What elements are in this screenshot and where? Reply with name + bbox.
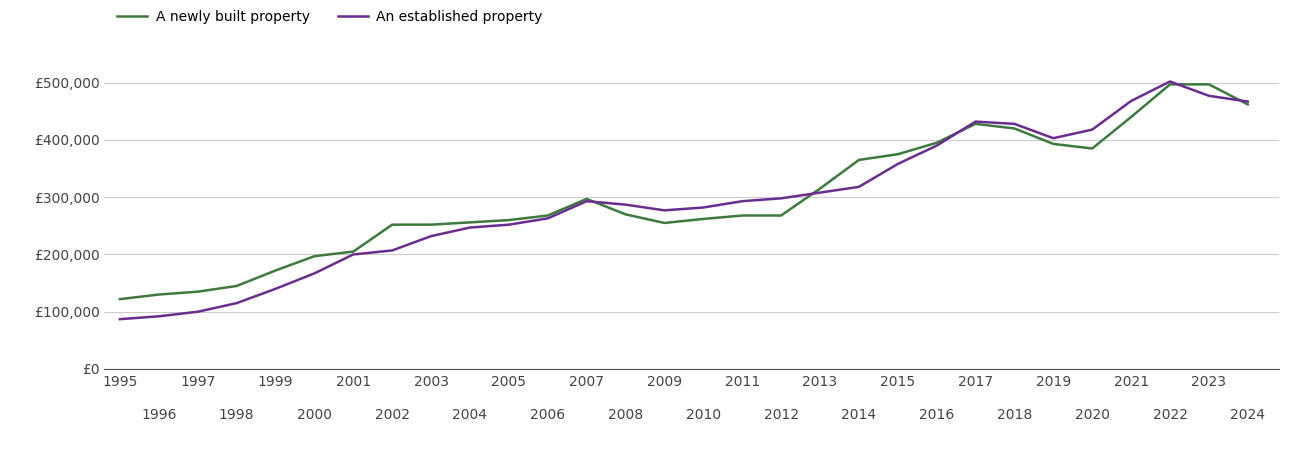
Text: 1996: 1996 bbox=[141, 408, 176, 422]
An established property bbox=[228, 301, 244, 306]
An established property bbox=[151, 314, 167, 319]
A newly built property bbox=[890, 152, 906, 157]
An established property bbox=[1124, 98, 1139, 104]
A newly built property bbox=[735, 213, 750, 218]
A newly built property bbox=[696, 216, 711, 222]
An established property bbox=[268, 286, 283, 292]
A newly built property bbox=[617, 212, 633, 217]
A newly built property bbox=[268, 268, 283, 273]
Text: 2016: 2016 bbox=[919, 408, 954, 422]
A newly built property bbox=[307, 253, 322, 259]
An established property bbox=[774, 196, 790, 201]
An established property bbox=[423, 234, 438, 239]
An established property bbox=[1045, 135, 1061, 141]
A newly built property bbox=[1124, 114, 1139, 120]
A newly built property bbox=[501, 217, 517, 223]
An established property bbox=[540, 216, 556, 221]
A newly built property bbox=[423, 222, 438, 227]
A newly built property bbox=[1201, 81, 1216, 87]
An established property bbox=[346, 252, 361, 257]
A newly built property bbox=[812, 186, 827, 191]
An established property bbox=[1163, 79, 1178, 84]
A newly built property bbox=[462, 220, 478, 225]
A newly built property bbox=[346, 249, 361, 254]
A newly built property bbox=[112, 297, 128, 302]
A newly built property bbox=[1045, 141, 1061, 147]
An established property bbox=[1201, 93, 1216, 99]
Text: 2020: 2020 bbox=[1075, 408, 1109, 422]
A newly built property bbox=[1006, 126, 1022, 131]
Text: 2024: 2024 bbox=[1231, 408, 1266, 422]
Text: 2002: 2002 bbox=[375, 408, 410, 422]
A newly built property bbox=[774, 213, 790, 218]
Text: 1998: 1998 bbox=[219, 408, 254, 422]
A newly built property bbox=[1163, 81, 1178, 87]
A newly built property bbox=[191, 289, 206, 294]
Text: 2000: 2000 bbox=[298, 408, 331, 422]
Line: An established property: An established property bbox=[120, 81, 1248, 319]
An established property bbox=[929, 143, 945, 148]
Text: 2006: 2006 bbox=[530, 408, 565, 422]
An established property bbox=[462, 225, 478, 230]
An established property bbox=[1240, 99, 1255, 104]
Text: 2012: 2012 bbox=[763, 408, 799, 422]
An established property bbox=[112, 316, 128, 322]
A newly built property bbox=[929, 140, 945, 145]
A newly built property bbox=[1084, 146, 1100, 151]
A newly built property bbox=[228, 283, 244, 288]
An established property bbox=[890, 161, 906, 166]
An established property bbox=[1006, 121, 1022, 126]
An established property bbox=[191, 309, 206, 315]
Legend: A newly built property, An established property: A newly built property, An established p… bbox=[111, 4, 548, 29]
Text: 2010: 2010 bbox=[685, 408, 720, 422]
A newly built property bbox=[540, 213, 556, 218]
A newly built property bbox=[851, 157, 867, 162]
Text: 2008: 2008 bbox=[608, 408, 643, 422]
An established property bbox=[617, 202, 633, 207]
Text: 2014: 2014 bbox=[842, 408, 877, 422]
Text: 2022: 2022 bbox=[1152, 408, 1188, 422]
Text: 2018: 2018 bbox=[997, 408, 1032, 422]
An established property bbox=[696, 205, 711, 210]
An established property bbox=[385, 248, 401, 253]
An established property bbox=[735, 198, 750, 204]
An established property bbox=[812, 190, 827, 195]
An established property bbox=[968, 119, 984, 124]
A newly built property bbox=[968, 121, 984, 126]
An established property bbox=[307, 270, 322, 276]
An established property bbox=[501, 222, 517, 227]
An established property bbox=[579, 198, 595, 204]
A newly built property bbox=[1240, 102, 1255, 107]
A newly built property bbox=[579, 196, 595, 202]
An established property bbox=[656, 207, 672, 213]
A newly built property bbox=[385, 222, 401, 227]
Text: 2004: 2004 bbox=[453, 408, 488, 422]
Line: A newly built property: A newly built property bbox=[120, 84, 1248, 299]
An established property bbox=[851, 184, 867, 189]
An established property bbox=[1084, 127, 1100, 132]
A newly built property bbox=[151, 292, 167, 297]
A newly built property bbox=[656, 220, 672, 225]
